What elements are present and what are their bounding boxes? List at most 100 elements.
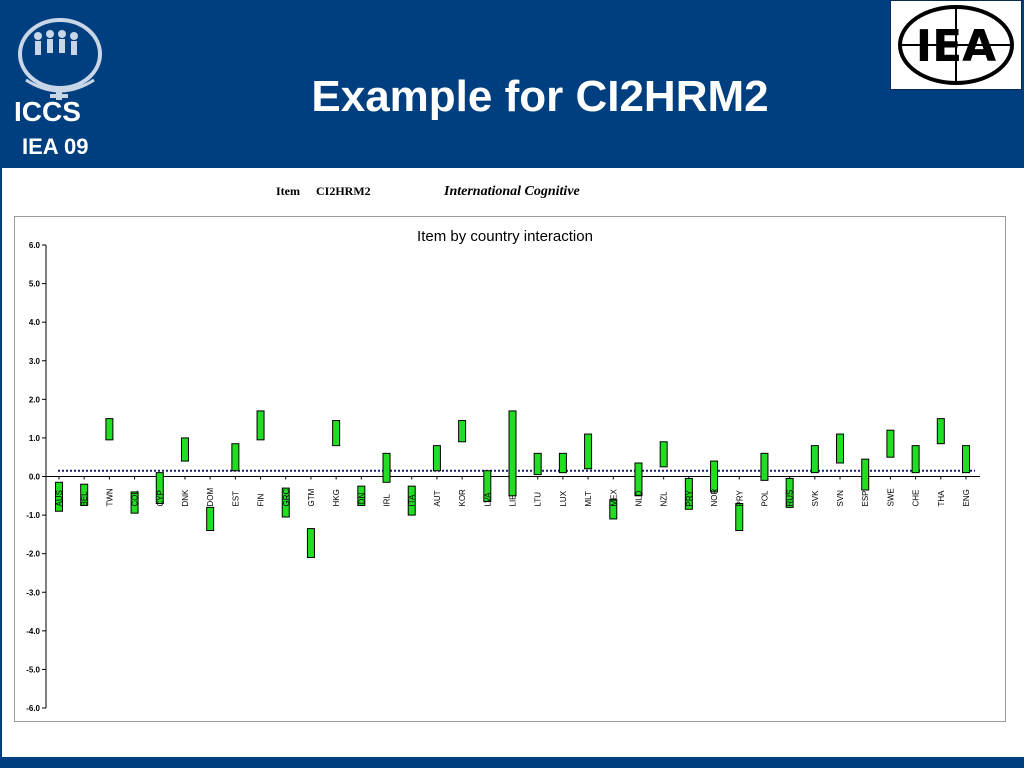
- bar: [584, 433, 593, 470]
- bar: [810, 445, 819, 474]
- bar: [785, 477, 794, 508]
- bar: [407, 485, 416, 516]
- x-tick-label: AUT: [433, 490, 442, 506]
- bar: [306, 528, 315, 559]
- bar: [710, 460, 719, 493]
- bar: [558, 452, 567, 474]
- bar: [80, 483, 89, 506]
- x-tick-label: PRY: [735, 490, 744, 507]
- bar: [256, 410, 265, 441]
- footer-band: [0, 757, 1024, 768]
- item-code: CI2HRM2: [316, 184, 371, 198]
- x-tick-label: AUS: [55, 490, 64, 506]
- iccs-logo-subtext: IEA 09: [22, 134, 89, 159]
- bar: [155, 472, 164, 505]
- bar: [105, 418, 114, 441]
- x-tick-label: GRC: [282, 489, 291, 507]
- x-tick-label: MEX: [609, 489, 618, 507]
- x-tick-label: RUS: [786, 490, 795, 507]
- x-tick-label: LTU: [534, 492, 543, 507]
- bar: [735, 503, 744, 532]
- y-tick-label: -2.0: [26, 550, 40, 559]
- bar: [281, 487, 290, 518]
- iea-logo-text: IEA: [916, 21, 996, 72]
- bar: [382, 452, 391, 483]
- bar: [533, 452, 542, 476]
- y-tick-label: 4.0: [29, 318, 41, 327]
- x-tick-label: HKG: [332, 489, 341, 506]
- y-tick-label: -3.0: [26, 588, 40, 597]
- y-tick-label: 2.0: [29, 395, 41, 404]
- bar: [483, 470, 492, 503]
- y-tick-label: 6.0: [29, 241, 41, 250]
- slide-title: Example for CI2HRM2: [311, 72, 769, 121]
- x-tick-label: FIN: [257, 493, 266, 506]
- y-tick-label: -1.0: [26, 511, 40, 520]
- x-tick-label: TWN: [105, 488, 114, 506]
- x-tick-label: ESP: [861, 490, 870, 506]
- x-tick-label: LVA: [483, 492, 492, 507]
- x-tick-label: SVK: [811, 490, 820, 507]
- x-tick-label: NZL: [660, 491, 669, 507]
- bar: [836, 433, 845, 464]
- x-tick-label: DNK: [181, 489, 190, 507]
- bar: [962, 445, 970, 474]
- x-tick-label: EST: [231, 491, 240, 507]
- iccs-people-logo-icon: [18, 18, 102, 100]
- x-tick-label: NLD: [634, 490, 643, 506]
- x-tick-label: LUX: [559, 490, 568, 506]
- bar: [609, 499, 618, 520]
- x-tick-label: KOR: [458, 489, 467, 507]
- bar: [180, 437, 189, 462]
- bar: [684, 477, 693, 510]
- bar: [357, 485, 366, 506]
- bar: [55, 481, 63, 512]
- left-border-rule: [0, 168, 2, 758]
- y-tick-label: 1.0: [29, 434, 41, 443]
- iccs-logo-text: ICCS: [14, 96, 81, 127]
- bar: [936, 418, 945, 445]
- bar: [130, 491, 139, 514]
- x-tick-label: ENG: [962, 489, 971, 506]
- y-tick-label: -6.0: [26, 704, 40, 713]
- x-tick-label: IDN: [357, 493, 366, 507]
- test-name: International Cognitive: [444, 184, 580, 199]
- header-banner: [0, 0, 1024, 168]
- bar: [508, 410, 517, 497]
- x-tick-label: CYP: [156, 490, 165, 506]
- x-tick-label: ITA: [408, 494, 417, 507]
- x-tick-label: IRL: [383, 494, 392, 507]
- bar: [659, 441, 668, 468]
- y-tick-label: 0.0: [29, 473, 41, 482]
- x-tick-label: MLT: [584, 491, 593, 507]
- y-tick-label: 3.0: [29, 357, 41, 366]
- x-tick-label: BEL: [80, 491, 89, 507]
- bar: [206, 506, 215, 532]
- bar: [861, 458, 870, 491]
- x-tick-label: SWE: [886, 488, 895, 506]
- x-tick-label: COL: [131, 490, 140, 507]
- y-tick-label: -5.0: [26, 665, 40, 674]
- item-label: Item: [276, 184, 300, 198]
- iea-globe-logo-icon: IEA: [898, 5, 1014, 85]
- bar: [760, 452, 769, 481]
- x-tick-label: PRY: [685, 490, 694, 507]
- x-tick-label: THA: [937, 490, 946, 507]
- bar: [458, 420, 467, 443]
- x-tick-label: LIE: [509, 494, 518, 506]
- y-tick-label: 5.0: [29, 280, 41, 289]
- bar: [886, 429, 895, 458]
- bar: [911, 445, 920, 474]
- x-tick-label: CHE: [912, 490, 921, 507]
- x-tick-label: NOR: [710, 489, 719, 507]
- y-tick-label: -4.0: [26, 627, 40, 636]
- x-tick-label: POL: [760, 490, 769, 507]
- bar: [432, 445, 441, 472]
- iea-logo: IEA: [890, 0, 1022, 90]
- bar: [332, 420, 341, 447]
- chart-title: Item by country interaction: [417, 228, 593, 245]
- x-tick-label: DOM: [206, 488, 215, 507]
- x-tick-label: GTM: [307, 488, 316, 506]
- iccs-logo: [6, 10, 110, 166]
